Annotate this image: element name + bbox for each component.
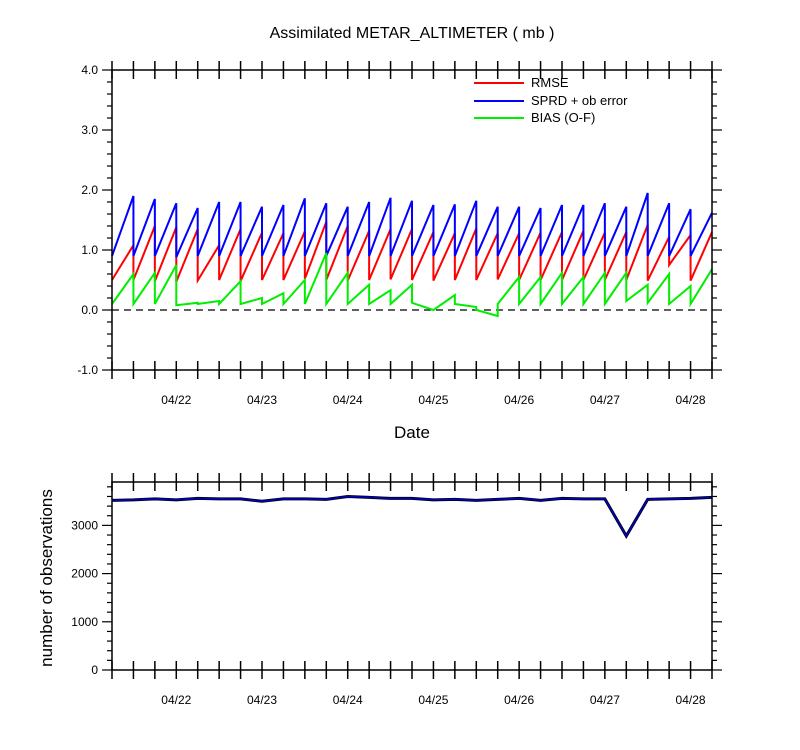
date-tick-label: 04/25 bbox=[418, 393, 448, 407]
obs-count-line bbox=[111, 495, 713, 538]
y-tick-label: 0.0 bbox=[81, 303, 98, 317]
date-tick-label: 04/28 bbox=[676, 693, 706, 707]
date-tick-label: 04/26 bbox=[504, 693, 534, 707]
top-x-tick-labels: 04/22 04/23 04/24 04/25 04/26 04/27 04/28 bbox=[161, 393, 706, 407]
x-axis-title: Date bbox=[394, 423, 430, 442]
y-tick-label: 3000 bbox=[71, 518, 98, 532]
bottom-y-tick-labels: 0 1000 2000 3000 bbox=[71, 518, 98, 677]
date-tick-label: 04/27 bbox=[590, 693, 620, 707]
top-y-tick-labels: -1.0 0.0 1.0 2.0 3.0 4.0 bbox=[77, 63, 98, 377]
date-tick-label: 04/28 bbox=[676, 393, 706, 407]
bottom-plot-frame bbox=[111, 481, 713, 671]
date-tick-label: 04/24 bbox=[333, 393, 363, 407]
y-tick-label: 2.0 bbox=[81, 183, 98, 197]
legend-label: RMSE bbox=[531, 75, 569, 90]
y-tick-label: -1.0 bbox=[77, 363, 98, 377]
date-tick-label: 04/22 bbox=[161, 393, 191, 407]
date-tick-label: 04/24 bbox=[333, 693, 363, 707]
rmse-spread-bias-chart: -1.0 0.0 1.0 2.0 3.0 4.0 04/22 04/23 04/24 04/25… bbox=[77, 61, 722, 407]
y-tick-label: 0 bbox=[91, 663, 98, 677]
y-tick-label: 1000 bbox=[71, 615, 98, 629]
legend: RMSE SPRD + ob error BIAS (O-F) bbox=[474, 75, 628, 125]
bottom-axis-ticks bbox=[102, 473, 722, 679]
series-line-bias bbox=[111, 252, 713, 318]
y-tick-label: 1.0 bbox=[81, 243, 98, 257]
y-axis-title: number of observations bbox=[37, 489, 56, 667]
date-tick-label: 04/23 bbox=[247, 693, 277, 707]
date-tick-label: 04/26 bbox=[504, 393, 534, 407]
bottom-series-group bbox=[111, 494, 713, 539]
top-axis-ticks bbox=[102, 61, 722, 379]
series-line-spread bbox=[111, 192, 713, 258]
date-tick-label: 04/27 bbox=[590, 393, 620, 407]
date-tick-label: 04/23 bbox=[247, 393, 277, 407]
y-tick-label: 2000 bbox=[71, 567, 98, 581]
top-series-group bbox=[111, 192, 713, 318]
y-tick-label: 4.0 bbox=[81, 63, 98, 77]
obs-count-line-shadow bbox=[111, 494, 713, 539]
legend-label: BIAS (O-F) bbox=[531, 110, 595, 125]
date-tick-label: 04/22 bbox=[161, 693, 191, 707]
legend-label: SPRD + ob error bbox=[531, 93, 628, 108]
y-tick-label: 3.0 bbox=[81, 123, 98, 137]
bottom-x-tick-labels: 04/22 04/23 04/24 04/25 04/26 04/27 04/28 bbox=[161, 693, 706, 707]
chart-title: Assimilated METAR_ALTIMETER ( mb ) bbox=[270, 25, 555, 42]
date-tick-label: 04/25 bbox=[418, 693, 448, 707]
